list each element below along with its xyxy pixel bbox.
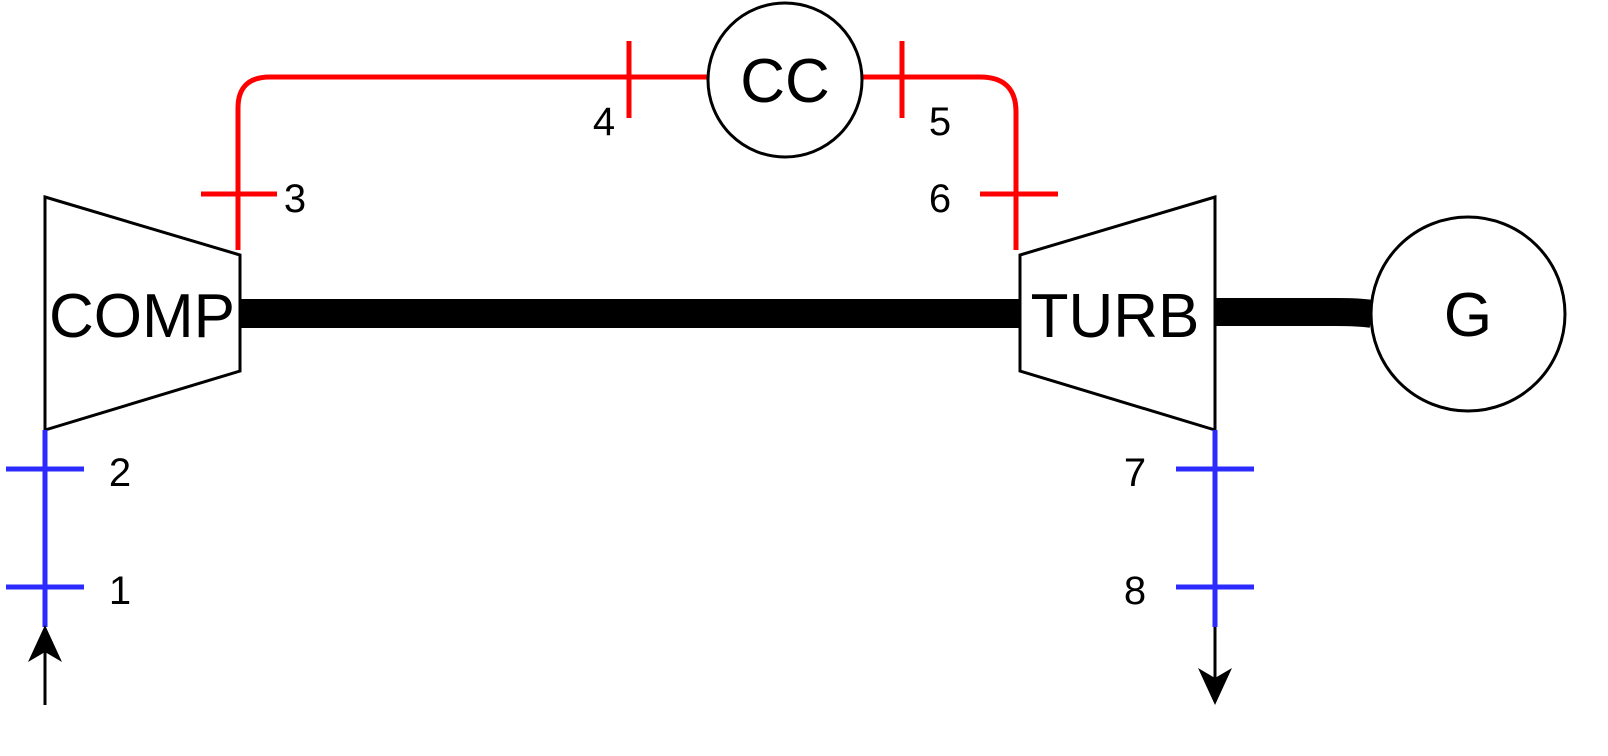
inlet-arrow-head-icon xyxy=(28,625,62,662)
point-label-7: 7 xyxy=(1124,451,1146,495)
combustion-chamber-label: CC xyxy=(740,47,830,116)
point-label-3: 3 xyxy=(284,177,306,221)
compressor-body xyxy=(43,194,242,433)
exhaust-arrow-head-icon xyxy=(1198,668,1232,705)
point-label-2: 2 xyxy=(109,451,131,495)
shaft xyxy=(240,299,1022,328)
point-label-1: 1 xyxy=(109,569,131,613)
hot-line-cc-to-turbine xyxy=(862,74,1019,250)
generator-label: G xyxy=(1444,281,1492,350)
point-label-6: 6 xyxy=(929,177,951,221)
turbine-label: TURB xyxy=(1031,282,1200,351)
generator-shaft xyxy=(1215,298,1375,328)
combustion-chamber xyxy=(706,1,864,159)
compressor-label: COMP xyxy=(49,282,235,351)
generator xyxy=(1369,215,1567,413)
point-label-4: 4 xyxy=(593,100,615,144)
point-label-8: 8 xyxy=(1124,569,1146,613)
hot-line-compressor-to-cc xyxy=(235,74,708,250)
point-label-5: 5 xyxy=(929,100,951,144)
turbine-body xyxy=(1018,194,1217,433)
